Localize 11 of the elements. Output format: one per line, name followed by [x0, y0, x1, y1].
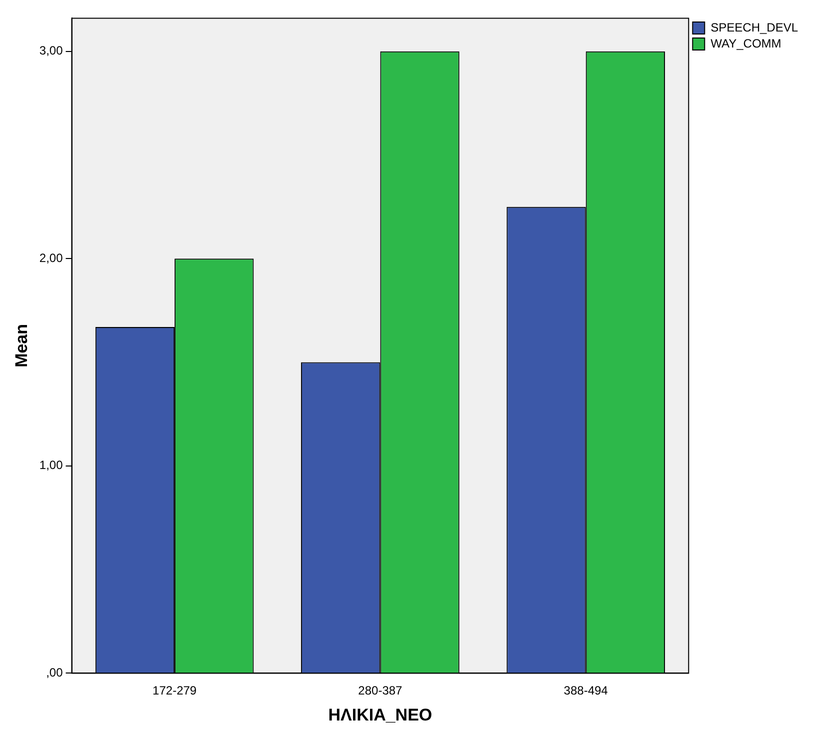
- x-tick-label: 388-494: [564, 684, 608, 698]
- y-tick-label: 1,00: [39, 458, 64, 472]
- y-tick-label: ,00: [46, 666, 64, 680]
- x-axis-title: ΗΛΙΚΙΑ_ΝΕΟ: [328, 705, 432, 724]
- y-tick-label: 3,00: [39, 44, 64, 58]
- y-axis-title: Mean: [12, 324, 31, 368]
- legend-label: SPEECH_DEVL: [710, 20, 798, 34]
- legend-label: WAY_COMM: [710, 36, 782, 50]
- x-tick-label: 280-387: [358, 684, 403, 698]
- x-tick-label: 172-279: [152, 684, 197, 698]
- y-tick-label: 2,00: [39, 250, 64, 265]
